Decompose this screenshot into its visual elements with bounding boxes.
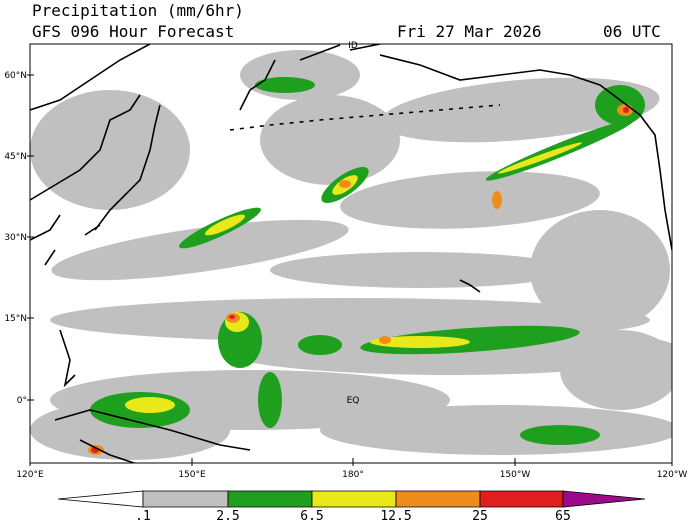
colorbar-segment: [311, 490, 397, 508]
colorbar-label: .1: [135, 509, 151, 524]
title: Precipitation (mm/6hr): [32, 1, 244, 20]
precip-area: [229, 315, 235, 319]
precip-area: [204, 214, 246, 236]
lon-label: 150°W: [500, 470, 531, 480]
precip-area: [595, 85, 645, 125]
lon-label: 150°E: [178, 470, 206, 480]
annotation: ID: [348, 41, 358, 51]
coastline: [30, 94, 141, 266]
colorbar-label: 6.5: [300, 509, 323, 524]
colorbar-label: 25: [472, 509, 488, 524]
coastline: [84, 104, 161, 236]
colorbar-segment: [142, 490, 229, 508]
precip-area: [240, 50, 360, 100]
precip-area: [530, 210, 670, 330]
map-frame: [29, 43, 673, 464]
date: Fri 27 Mar 2026: [397, 22, 542, 41]
precip-field: [30, 44, 672, 463]
colorbar-segment: [57, 490, 144, 508]
precip-area: [125, 397, 175, 413]
lat-label: 60°N: [4, 71, 27, 81]
annotation: EQ: [347, 396, 360, 406]
precip-area: [492, 191, 502, 209]
colorbar: .1 2.5 6.5 12.5 25 65: [57, 490, 646, 524]
precip-area: [298, 335, 342, 355]
precip-area: [379, 336, 391, 344]
precip-area: [623, 107, 629, 113]
precip-area: [255, 77, 315, 93]
lon-label: 120°W: [657, 470, 688, 480]
precip-area: [270, 252, 570, 288]
colorbar-segment: [227, 490, 313, 508]
precip-area: [320, 405, 672, 455]
map-labels: 60°N 45°N 30°N 15°N 0° 120°E 150°E 180° 150°W 120…: [4, 41, 687, 480]
coastline: [54, 329, 251, 463]
coastline: [30, 44, 151, 111]
precip-area: [370, 336, 470, 348]
colorbar-segment: [562, 490, 646, 508]
colorbar-segment: [479, 490, 564, 508]
lat-label: 0°: [17, 396, 27, 406]
precip-area: [30, 90, 190, 210]
coastline: [379, 54, 672, 251]
colorbar-label: 12.5: [380, 509, 411, 524]
precip-area: [560, 330, 672, 410]
lon-label: 180°: [342, 470, 364, 480]
precip-area: [340, 171, 600, 229]
precip-area: [497, 142, 583, 174]
subtitle: GFS 096 Hour Forecast: [32, 22, 234, 41]
coastline: [239, 44, 381, 111]
lon-label: 120°E: [16, 470, 44, 480]
precip-area: [380, 77, 660, 143]
coastline: [459, 279, 481, 293]
colorbar-segment: [395, 490, 481, 508]
lat-label: 45°N: [4, 152, 27, 162]
time: 06 UTC: [603, 22, 661, 41]
coastline: [229, 104, 501, 131]
colorbar-label: 65: [555, 509, 571, 524]
precip-area: [260, 95, 400, 185]
precip-area: [258, 372, 282, 428]
lat-label: 15°N: [4, 314, 27, 324]
precip-area: [51, 219, 349, 281]
precip-area: [520, 425, 600, 445]
lat-label: 30°N: [4, 233, 27, 243]
colorbar-label: 2.5: [216, 509, 239, 524]
map: [29, 43, 673, 464]
precip-extreme: [91, 107, 629, 453]
precip-area: [339, 180, 351, 188]
